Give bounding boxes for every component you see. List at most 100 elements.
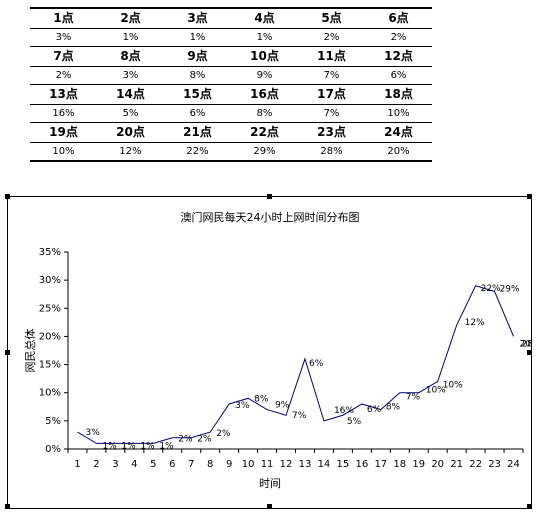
percent-value-cell: 6% [365,66,432,85]
hour-label-cell: 12点 [365,46,432,67]
x-tick-label: 17 [374,459,387,470]
data-label: 2% [197,435,212,445]
x-tick-label: 10 [242,459,255,470]
hour-label-cell: 19点 [30,122,97,143]
data-label: 7% [406,393,421,403]
y-tick-label: 25% [39,303,61,314]
hour-label-cell: 20点 [97,122,164,143]
data-label: 2% [216,429,231,439]
y-tick-label: 20% [39,331,61,342]
table-header-row: 7点 8点 9点 10点 11点 12点 [30,46,432,67]
y-tick-label: 0% [45,444,61,455]
percent-value-cell: 10% [30,142,97,162]
table-value-row: 2% 3% 8% 9% 7% 6% [30,66,432,85]
percent-value-cell: 7% [298,104,365,123]
x-axis-title: 时间 [259,477,281,490]
x-tick-label: 21 [450,459,463,470]
hour-label-cell: 7点 [30,46,97,67]
x-tick-label: 18 [393,459,406,470]
percent-value-cell: 5% [97,104,164,123]
data-label: 7% [292,411,307,421]
percent-value-cell: 16% [30,104,97,123]
x-tick-label: 6 [169,459,175,470]
data-label: 22% [481,284,501,294]
x-tick-label: 15 [337,459,350,470]
resize-handle-top-right[interactable] [527,194,532,199]
percent-value-cell: 3% [30,28,97,47]
hour-label-cell: 16点 [231,84,298,105]
percent-value-cell: 6% [164,104,231,123]
line-chart: 澳门网民每天24小时上网时间分布图0%5%10%15%20%25%30%35%1… [23,210,531,490]
resize-handle-bottom-center[interactable] [267,504,272,509]
resize-handle-bottom-right[interactable] [527,504,532,509]
hour-label-cell: 11点 [298,46,365,67]
x-tick-label: 24 [507,459,520,470]
resize-handle-bottom-left[interactable] [5,504,10,509]
y-tick-label: 15% [39,360,61,371]
data-label: 20% [520,339,531,349]
percent-value-cell: 1% [97,28,164,47]
percent-value-cell: 8% [164,66,231,85]
data-label: 8% [254,394,269,404]
data-label: 10% [443,380,463,390]
hour-label-cell: 9点 [164,46,231,67]
percent-value-cell: 28% [298,142,365,162]
data-label: 6% [367,405,382,415]
data-label: 1% [102,441,117,451]
y-tick-label: 5% [45,416,61,427]
x-tick-label: 1 [74,459,80,470]
x-tick-label: 12 [280,459,293,470]
x-tick-label: 14 [318,459,331,470]
percent-value-cell: 8% [231,104,298,123]
x-tick-label: 16 [355,459,368,470]
percent-value-cell: 9% [231,66,298,85]
data-label: 6% [309,359,324,369]
x-tick-label: 5 [150,459,156,470]
percent-value-cell: 20% [365,142,432,162]
data-label: 9% [275,401,290,411]
hour-label-cell: 24点 [365,122,432,143]
data-label: 1% [121,441,136,451]
hour-label-cell: 8点 [97,46,164,67]
x-tick-label: 7 [188,459,194,470]
hour-label-cell: 5点 [298,7,365,29]
data-label: 2% [178,435,193,445]
hour-label-cell: 2点 [97,7,164,29]
data-label: 1% [140,441,155,451]
data-label: 8% [386,403,401,413]
resize-handle-middle-right[interactable] [527,350,532,355]
x-tick-label: 19 [412,459,425,470]
resize-handle-top-left[interactable] [5,194,10,199]
table-value-row: 16% 5% 6% 8% 7% 10% [30,104,432,123]
resize-handle-middle-left[interactable] [5,350,10,355]
hour-label-cell: 18点 [365,84,432,105]
y-tick-label: 35% [39,247,61,258]
data-label: 12% [465,318,485,328]
hour-label-cell: 3点 [164,7,231,29]
x-tick-label: 4 [131,459,137,470]
hour-label-cell: 1点 [30,7,97,29]
data-label: 3% [85,428,100,438]
series-line [77,285,514,444]
x-tick-label: 20 [431,459,444,470]
data-label: 3% [235,401,250,411]
percent-value-cell: 1% [164,28,231,47]
x-tick-label: 3 [112,459,118,470]
percent-value-cell: 12% [97,142,164,162]
resize-handle-top-center[interactable] [267,194,272,199]
x-tick-label: 13 [299,459,312,470]
hour-label-cell: 21点 [164,122,231,143]
percent-value-cell: 10% [365,104,432,123]
percent-value-cell: 29% [231,142,298,162]
data-label: 29% [500,284,520,294]
x-tick-label: 2 [93,459,99,470]
hour-label-cell: 17点 [298,84,365,105]
hour-label-cell: 14点 [97,84,164,105]
data-label: 28% [522,339,531,349]
y-tick-label: 10% [39,388,61,399]
data-label: 16% [334,406,354,416]
data-label: 10% [426,386,446,396]
table-value-row: 3% 1% 1% 1% 2% 2% [30,28,432,47]
chart-frame[interactable]: 澳门网民每天24小时上网时间分布图 0% 5% 10% 15% 20% 25% 30% 35% 1… [5,194,532,509]
x-tick-label: 11 [261,459,274,470]
